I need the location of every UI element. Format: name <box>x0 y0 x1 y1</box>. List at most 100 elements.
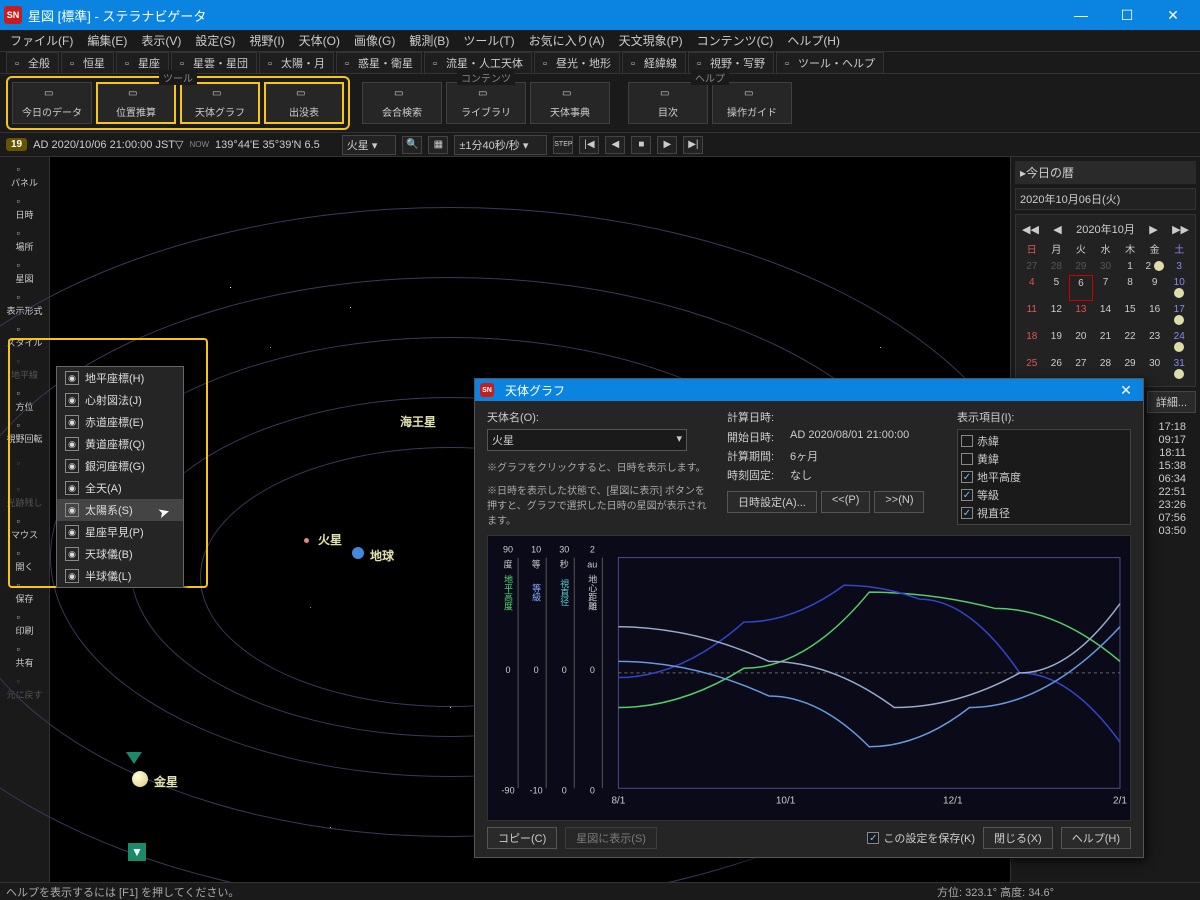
epoch-badge[interactable]: 19 <box>6 138 27 151</box>
dialog-close-button[interactable]: ✕ <box>1114 382 1138 399</box>
close-button[interactable]: ✕ <box>1150 0 1196 30</box>
prev-button[interactable]: <<(P) <box>821 491 871 513</box>
cal-prev-year[interactable]: ◀◀ <box>1022 223 1039 236</box>
menu-ファイル(F)[interactable]: ファイル(F) <box>4 30 79 51</box>
menu-天文現象(P)[interactable]: 天文現象(P) <box>613 30 689 51</box>
cal-day[interactable]: 1 <box>1118 259 1142 274</box>
leftpanel-星図[interactable]: ▫星図 <box>4 257 46 287</box>
cal-day[interactable]: 15 <box>1118 302 1142 328</box>
show-in-chart-button[interactable]: 星図に表示(S) <box>565 827 657 849</box>
search-icon[interactable]: 🔍 <box>402 136 422 154</box>
help-button[interactable]: ヘルプ(H) <box>1061 827 1131 849</box>
menu-編集(E)[interactable]: 編集(E) <box>81 30 133 51</box>
datetime-settings-button[interactable]: 日時設定(A)... <box>727 491 817 513</box>
object-select[interactable]: 火星 ▾ <box>342 135 397 155</box>
leftpanel-パネル[interactable]: ▫パネル <box>4 161 46 191</box>
cal-day[interactable]: 2 <box>1143 259 1167 274</box>
skip-back-icon[interactable]: |◀ <box>579 136 599 154</box>
detail-button[interactable]: 詳細... <box>1147 391 1196 413</box>
cal-next-year[interactable]: ▶▶ <box>1172 223 1189 236</box>
dialog-titlebar[interactable]: SN天体グラフ ✕ <box>475 379 1143 401</box>
tab-恒星[interactable]: ▫恒星 <box>61 52 114 74</box>
toolbtn-出没表[interactable]: ▭出没表 <box>264 82 344 124</box>
menu-item-全天(A)[interactable]: ◉全天(A) <box>57 477 183 499</box>
menu-item-半球儀(L)[interactable]: ◉半球儀(L) <box>57 565 183 587</box>
minimize-button[interactable]: ― <box>1058 0 1104 30</box>
toolbtn-位置推算[interactable]: ▭位置推算 <box>96 82 176 124</box>
cal-day[interactable]: 31 <box>1167 356 1191 382</box>
cal-prev-month[interactable]: ◀ <box>1053 223 1061 236</box>
cal-next-month[interactable]: ▶ <box>1149 223 1157 236</box>
menu-item-黄道座標(Q)[interactable]: ◉黄道座標(Q) <box>57 433 183 455</box>
leftpanel-場所[interactable]: ▫場所 <box>4 225 46 255</box>
skip-fwd-icon[interactable]: ▶| <box>683 136 703 154</box>
menu-コンテンツ(C)[interactable]: コンテンツ(C) <box>691 30 780 51</box>
close-button[interactable]: 閉じる(X) <box>983 827 1053 849</box>
cal-day[interactable]: 12 <box>1045 302 1069 328</box>
copy-button[interactable]: コピー(C) <box>487 827 557 849</box>
cal-day[interactable]: 9 <box>1143 275 1167 301</box>
cal-day[interactable]: 14 <box>1094 302 1118 328</box>
list-icon[interactable]: ▦ <box>428 136 448 154</box>
cal-day[interactable]: 21 <box>1094 329 1118 355</box>
menu-ツール(T)[interactable]: ツール(T) <box>457 30 520 51</box>
cal-day[interactable]: 7 <box>1094 275 1118 301</box>
cal-day[interactable]: 20 <box>1069 329 1093 355</box>
chart-area[interactable]: 900-90度地平高度100-10等等級3000秒視直径200au地心距離8/1… <box>487 535 1131 821</box>
cal-day[interactable]: 16 <box>1143 302 1167 328</box>
menu-表示(V)[interactable]: 表示(V) <box>135 30 187 51</box>
maximize-button[interactable]: ☐ <box>1104 0 1150 30</box>
cal-day[interactable]: 3 <box>1167 259 1191 274</box>
cal-day[interactable]: 22 <box>1118 329 1142 355</box>
save-settings-checkbox[interactable]: ✓この設定を保存(K) <box>867 830 975 846</box>
step-fwd-icon[interactable]: ▶ <box>657 136 677 154</box>
menu-画像(G)[interactable]: 画像(G) <box>348 30 401 51</box>
menu-お気に入り(A)[interactable]: お気に入り(A) <box>523 30 611 51</box>
cal-day[interactable]: 11 <box>1020 302 1044 328</box>
cal-day[interactable]: 30 <box>1143 356 1167 382</box>
cal-day[interactable]: 13 <box>1069 302 1093 328</box>
cal-day[interactable]: 8 <box>1118 275 1142 301</box>
toolbtn-操作ガイド[interactable]: ▭操作ガイド <box>712 82 792 124</box>
menu-ヘルプ(H)[interactable]: ヘルプ(H) <box>781 30 846 51</box>
toolbtn-目次[interactable]: ▭目次 <box>628 82 708 124</box>
location-display[interactable]: 139°44'E 35°39'N 6.5 <box>215 139 320 151</box>
body-name-select[interactable]: 火星▾ <box>487 429 687 451</box>
menu-設定(S)[interactable]: 設定(S) <box>189 30 241 51</box>
tab-太陽・月[interactable]: ▫太陽・月 <box>259 52 334 74</box>
menu-item-星座早見(P)[interactable]: ◉星座早見(P) <box>57 521 183 543</box>
toolbtn-天体事典[interactable]: ▭天体事典 <box>530 82 610 124</box>
menu-item-地平座標(H)[interactable]: ◉地平座標(H) <box>57 367 183 389</box>
next-button[interactable]: >>(N) <box>874 491 924 513</box>
menu-item-銀河座標(G)[interactable]: ◉銀河座標(G) <box>57 455 183 477</box>
cal-day[interactable]: 23 <box>1143 329 1167 355</box>
toolbtn-会合検索[interactable]: ▭会合検索 <box>362 82 442 124</box>
cal-day[interactable]: 6 <box>1069 275 1093 301</box>
step-settings-icon[interactable]: STEP <box>553 136 573 154</box>
toolbtn-天体グラフ[interactable]: ▭天体グラフ <box>180 82 260 124</box>
cal-day[interactable]: 27 <box>1020 259 1044 274</box>
cal-day[interactable]: 30 <box>1094 259 1118 274</box>
check-地平高度[interactable]: ✓地平高度 <box>961 469 1127 485</box>
menu-item-赤道座標(E)[interactable]: ◉赤道座標(E) <box>57 411 183 433</box>
cal-day[interactable]: 5 <box>1045 275 1069 301</box>
cal-day[interactable]: 28 <box>1045 259 1069 274</box>
menu-天体(O)[interactable]: 天体(O) <box>293 30 346 51</box>
check-黄緯[interactable]: 黄緯 <box>961 451 1127 467</box>
now-icon[interactable]: NOW <box>189 140 209 149</box>
cal-day[interactable]: 19 <box>1045 329 1069 355</box>
menu-視野(I)[interactable]: 視野(I) <box>243 30 290 51</box>
step-select[interactable]: ±1分40秒/秒 ▾ <box>454 135 547 155</box>
tab-経緯線[interactable]: ▫経緯線 <box>622 52 686 74</box>
menu-item-心射図法(J)[interactable]: ◉心射図法(J) <box>57 389 183 411</box>
tab-全般[interactable]: ▫全般 <box>6 52 59 74</box>
tab-ツール・ヘルプ[interactable]: ▫ツール・ヘルプ <box>776 52 884 74</box>
check-視直径[interactable]: ✓視直径 <box>961 505 1127 521</box>
tab-惑星・衛星[interactable]: ▫惑星・衛星 <box>336 52 422 74</box>
stop-icon[interactable]: ■ <box>631 136 651 154</box>
step-back-icon[interactable]: ◀ <box>605 136 625 154</box>
cal-day[interactable]: 10 <box>1167 275 1191 301</box>
leftpanel-日時[interactable]: ▫日時 <box>4 193 46 223</box>
tab-昼光・地形[interactable]: ▫昼光・地形 <box>534 52 620 74</box>
cal-day[interactable]: 24 <box>1167 329 1191 355</box>
